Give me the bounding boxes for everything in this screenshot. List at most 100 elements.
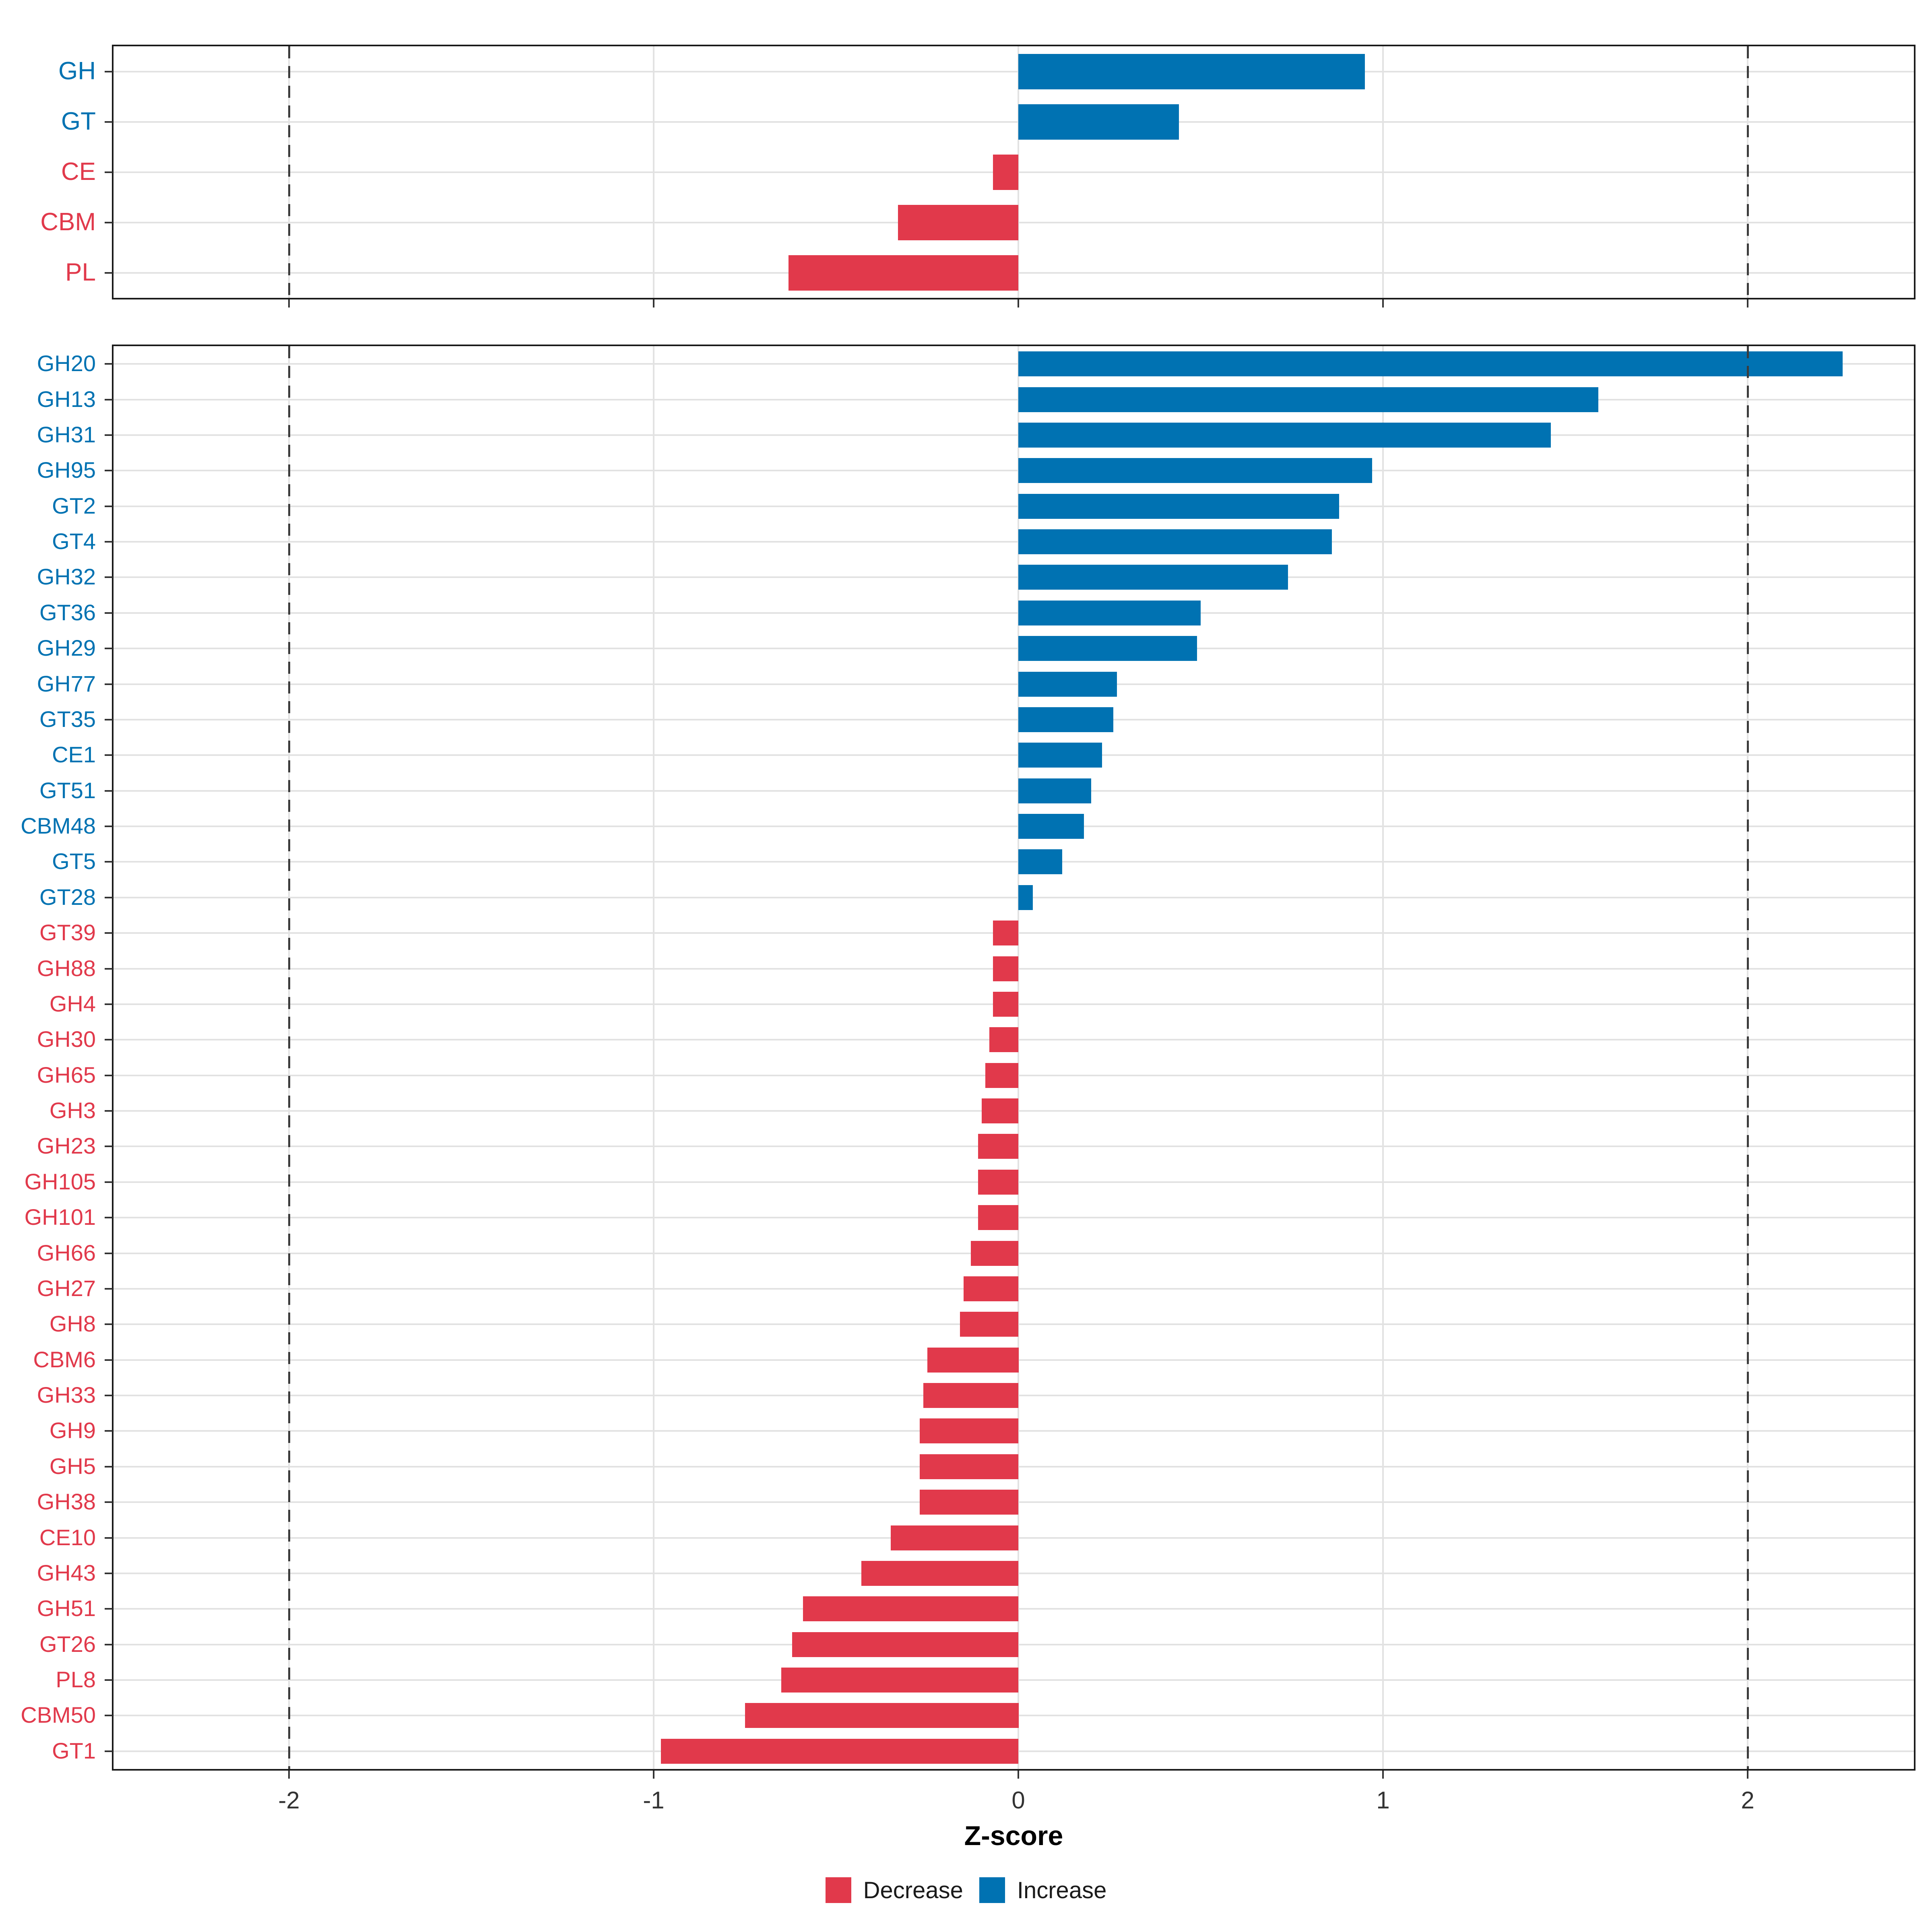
bar-GH38 bbox=[920, 1490, 1019, 1515]
y-tick-label: GH9 bbox=[49, 1418, 96, 1443]
x-tick-label: 2 bbox=[1741, 1787, 1754, 1814]
bar-PL8 bbox=[781, 1668, 1019, 1693]
y-tick-label: CBM50 bbox=[21, 1702, 96, 1728]
y-tick-label: GT36 bbox=[39, 600, 96, 625]
legend-label-increase: Increase bbox=[1017, 1877, 1107, 1903]
y-tick bbox=[105, 1643, 113, 1645]
y-tick bbox=[105, 221, 113, 223]
y-tick bbox=[105, 1039, 113, 1041]
y-tick-label: GH31 bbox=[37, 422, 96, 448]
bar-GH33 bbox=[923, 1383, 1019, 1408]
y-tick bbox=[105, 1715, 113, 1717]
y-tick bbox=[105, 683, 113, 685]
x-tick bbox=[288, 1771, 290, 1779]
y-tick-label: GH bbox=[58, 57, 96, 85]
x-tick bbox=[288, 299, 290, 308]
y-tick bbox=[105, 826, 113, 828]
bar-GT35 bbox=[1018, 707, 1113, 732]
y-tick bbox=[105, 1750, 113, 1752]
gridline-horizontal bbox=[114, 754, 1914, 756]
x-tick bbox=[1018, 299, 1019, 308]
bar-GH5 bbox=[920, 1454, 1019, 1479]
y-tick bbox=[105, 171, 113, 173]
y-tick bbox=[105, 70, 113, 72]
bar-GH66 bbox=[971, 1241, 1019, 1266]
bar-GH29 bbox=[1018, 636, 1197, 661]
gridline-horizontal bbox=[114, 505, 1914, 507]
y-tick-label: GT5 bbox=[52, 848, 96, 874]
y-tick-label: GH66 bbox=[37, 1240, 96, 1265]
y-tick bbox=[105, 1003, 113, 1005]
families-panel bbox=[112, 345, 1915, 1771]
y-tick-label: CBM6 bbox=[33, 1346, 96, 1372]
y-tick-label: GH77 bbox=[37, 671, 96, 696]
gridline-horizontal bbox=[114, 470, 1914, 472]
x-tick bbox=[1747, 299, 1748, 308]
y-tick bbox=[105, 1252, 113, 1254]
y-tick-label: GH51 bbox=[37, 1596, 96, 1621]
gridline-horizontal bbox=[114, 612, 1914, 614]
y-tick bbox=[105, 968, 113, 970]
y-tick-label: GH95 bbox=[37, 457, 96, 483]
y-tick-label: CBM48 bbox=[21, 813, 96, 839]
y-tick-label: GT4 bbox=[52, 528, 96, 554]
x-axis-title: Z-score bbox=[964, 1821, 1063, 1851]
x-tick-label: -2 bbox=[278, 1787, 300, 1814]
dashed-guide-line bbox=[288, 346, 290, 1769]
y-tick bbox=[105, 718, 113, 720]
bar-GH9 bbox=[920, 1418, 1019, 1444]
y-tick bbox=[105, 541, 113, 543]
y-tick-label: GH23 bbox=[37, 1133, 96, 1159]
y-tick-label: GH4 bbox=[49, 991, 96, 1017]
bar-GH51 bbox=[803, 1596, 1019, 1622]
bar-GH88 bbox=[993, 956, 1018, 981]
y-tick-label: GH38 bbox=[37, 1489, 96, 1515]
y-tick-label: GT bbox=[61, 107, 96, 135]
bar-GT bbox=[1018, 104, 1179, 140]
y-tick bbox=[105, 434, 113, 436]
gridline-vertical bbox=[1382, 46, 1384, 298]
legend: Decrease Increase bbox=[0, 1874, 1932, 1906]
gridline-horizontal bbox=[114, 683, 1914, 685]
bar-GT39 bbox=[993, 921, 1018, 946]
y-tick-label: GT26 bbox=[39, 1631, 96, 1657]
bar-CE bbox=[993, 154, 1018, 190]
bar-GH3 bbox=[982, 1098, 1019, 1124]
x-tick-label: 0 bbox=[1011, 1787, 1025, 1814]
y-tick-label: GH30 bbox=[37, 1026, 96, 1052]
bar-GH43 bbox=[861, 1560, 1019, 1586]
legend-label-decrease: Decrease bbox=[863, 1877, 963, 1903]
gridline-vertical bbox=[1018, 46, 1019, 298]
gridline-vertical bbox=[1018, 346, 1019, 1769]
y-tick-label: PL bbox=[65, 258, 96, 286]
bar-GH77 bbox=[1018, 671, 1117, 697]
y-tick bbox=[105, 470, 113, 472]
y-tick bbox=[105, 272, 113, 274]
bar-GH30 bbox=[989, 1027, 1018, 1053]
gridline-horizontal bbox=[114, 576, 1914, 578]
bar-GT36 bbox=[1018, 600, 1201, 625]
y-tick bbox=[105, 1074, 113, 1076]
bar-CBM6 bbox=[927, 1347, 1019, 1373]
y-tick-label: GH43 bbox=[37, 1560, 96, 1586]
bar-GH32 bbox=[1018, 565, 1288, 590]
y-tick-label: GH27 bbox=[37, 1276, 96, 1301]
gridline-horizontal bbox=[114, 541, 1914, 543]
y-tick-label: GH5 bbox=[49, 1453, 96, 1479]
y-tick-label: CE10 bbox=[39, 1524, 96, 1550]
gridline-horizontal bbox=[114, 896, 1914, 898]
bar-GH27 bbox=[964, 1276, 1019, 1301]
y-tick bbox=[105, 1466, 113, 1468]
y-tick-label: GH13 bbox=[37, 386, 96, 412]
dashed-guide-line bbox=[1747, 46, 1749, 298]
y-tick-label: GT2 bbox=[52, 493, 96, 518]
bar-GH31 bbox=[1018, 422, 1551, 448]
bar-CBM48 bbox=[1018, 814, 1084, 839]
x-tick bbox=[1382, 299, 1384, 308]
y-tick-label: GH8 bbox=[49, 1311, 96, 1337]
y-tick bbox=[105, 861, 113, 863]
x-tick-label: 1 bbox=[1376, 1787, 1390, 1814]
legend-item-increase: Increase bbox=[979, 1877, 1106, 1904]
y-tick bbox=[105, 648, 113, 650]
y-tick bbox=[105, 790, 113, 792]
